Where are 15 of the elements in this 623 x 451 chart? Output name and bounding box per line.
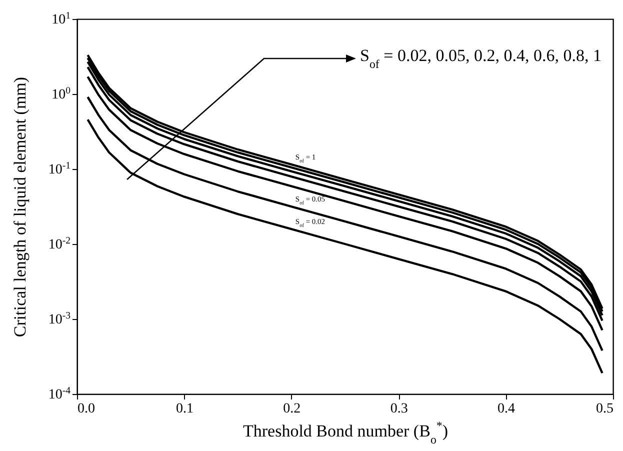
y-tick-label: 10$^{0}$ (52, 85, 71, 102)
x-tick-label: 0.2 (283, 402, 301, 416)
x-tick-label: 0.0 (78, 402, 95, 416)
y-tick-label: 10$^{1}$ (52, 10, 71, 28)
x-tick-label: 0.4 (498, 402, 516, 416)
x-tick-label: 0.1 (176, 402, 194, 416)
x-tick-label: 0.3 (390, 402, 408, 416)
y-tick-label: 10$^{-2}$ (48, 235, 71, 252)
y-tick-label: 10$^{-1}$ (48, 160, 71, 178)
y-tick-label: 10$^{-3}$ (48, 310, 71, 328)
x-axis-title: Threshold Bond number (B$_{o}$$^{*}$) (242, 418, 448, 446)
y-tick-label: 10$^{-4}$ (48, 385, 71, 402)
x-tick-label: 0.5 (596, 402, 614, 416)
y-axis-title: Critical length of liquid element (mm) (10, 76, 30, 338)
annotation: S$_{of}$ = 0.02, 0.05, 0.2, 0.4, 0.6, 0.8, 1 (360, 46, 602, 71)
